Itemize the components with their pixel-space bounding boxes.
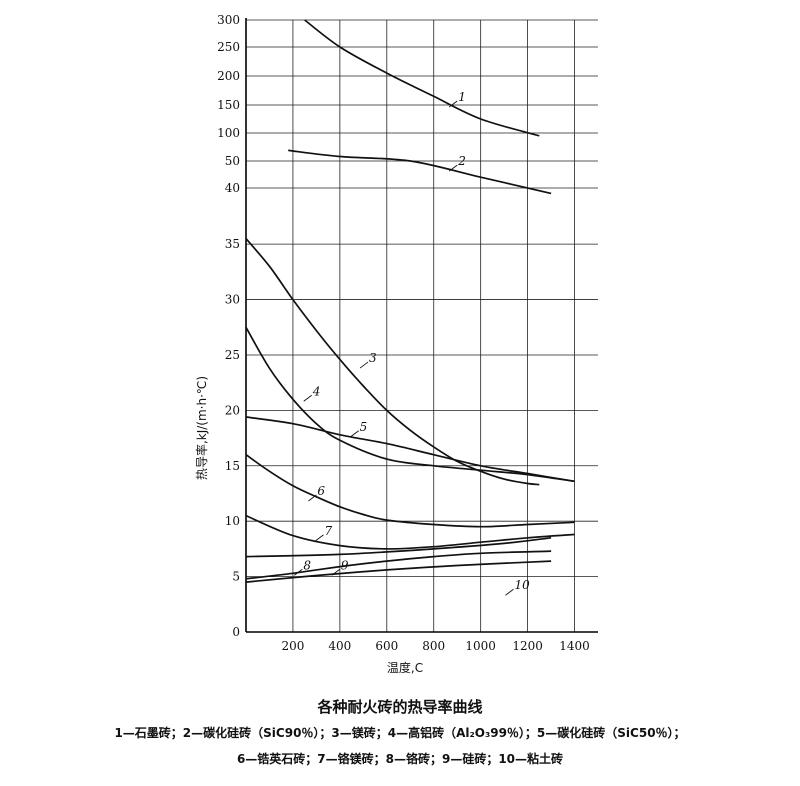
y-tick-label-25: 25 [225,348,240,362]
series-line-1 [304,19,540,137]
series-line-3 [245,238,540,486]
curve-label-leader-9 [331,568,341,576]
curve-label-7: 7 [324,524,332,538]
y-upper-tick-label-200: 200 [217,69,240,83]
chart-title: 各种耐火砖的热导率曲线 [317,698,483,716]
y-tick-label-20: 20 [225,403,240,417]
y-tick-label-30: 30 [225,293,240,307]
series-curves [245,19,575,583]
curve-label-8: 8 [303,558,311,572]
curve-label-10: 10 [515,578,531,592]
y-upper-tick-label-150: 150 [217,98,240,112]
curve-label-4: 4 [312,384,321,398]
x-tick-label-800: 800 [422,639,445,653]
curve-label-leader-2 [448,164,458,172]
curve-label-6: 6 [317,484,325,498]
series-line-6 [245,454,575,528]
y-upper-tick-label-40: 40 [225,181,240,195]
y-upper-tick-label-50: 50 [225,154,240,168]
grid-lines [246,19,598,632]
y-upper-tick-label-100: 100 [217,126,240,140]
legend-line-2: 6—锆英石砖；7—铬镁砖；8—铬砖；9—硅砖；10—粘土砖 [236,752,564,766]
y-upper-tick-label-300: 300 [217,13,240,27]
y-tick-label-10: 10 [225,514,240,528]
curve-label-9: 9 [341,558,349,572]
curve-label-leader-3 [359,361,369,369]
series-line-9 [245,550,552,580]
x-tick-label-200: 200 [281,639,304,653]
x-tick-label-1000: 1000 [465,639,496,653]
curve-labels: 1 2 3 4 5 6 7 8 9 10 [294,90,531,596]
curve-label-5: 5 [360,420,368,434]
y-upper-tick-label-250: 250 [217,40,240,54]
y-tick-label-0: 0 [232,625,240,639]
curve-label-leader-5 [350,430,359,438]
curve-label-leader-10 [505,588,514,596]
curve-label-1: 1 [458,90,466,104]
x-tick-label-400: 400 [328,639,351,653]
series-line-8 [245,536,552,558]
x-tick-label-1200: 1200 [512,639,543,653]
tick-labels: 200 400 600 800 1000 1200 14000510152025303540… [217,13,590,653]
series-line-2 [288,149,552,195]
curve-label-leader-6 [308,494,317,502]
y-tick-label-5: 5 [232,570,240,584]
curve-label-leader-1 [448,100,458,108]
series-line-7 [245,514,575,550]
chart-axes [245,18,598,633]
curve-label-2: 2 [457,154,466,168]
series-line-5 [245,416,575,483]
series-line-10 [245,560,552,583]
y-tick-label-15: 15 [225,459,240,473]
legend-line-1: 1—石墨砖；2—碳化硅砖（SiC90％）；3—镁砖；4—高铝砖（Al₂O₃99％… [114,726,686,740]
curve-label-leader-4 [303,394,312,402]
x-tick-label-1400: 1400 [559,639,590,653]
curve-label-leader-7 [315,534,324,542]
series-line-4 [245,326,575,483]
x-axis-title: 温度,C [387,660,423,675]
y-tick-label-35: 35 [225,237,240,251]
x-tick-label-600: 600 [375,639,398,653]
curve-label-leader-8 [294,568,303,576]
y-axis-title: 热导率,kJ/(m·h·℃) [194,376,209,480]
curve-label-3: 3 [369,351,377,365]
